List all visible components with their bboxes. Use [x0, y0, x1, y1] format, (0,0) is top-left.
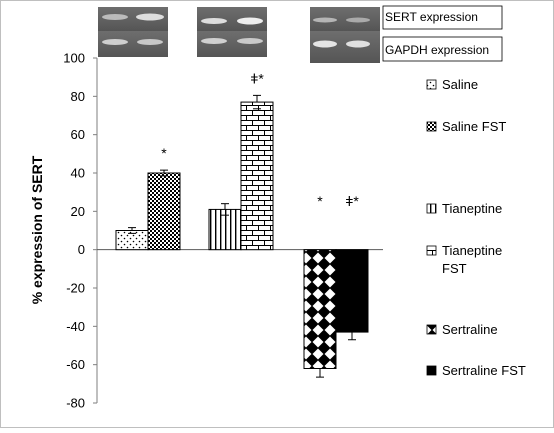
- y-tick-label: 100: [63, 51, 85, 66]
- legend-swatch: [426, 203, 437, 214]
- gel-label-box-top: [382, 5, 503, 30]
- bars-layer: * ǂ* * ǂ*: [115, 70, 369, 378]
- gel-labels: SERT expression GAPDH expression: [382, 5, 503, 62]
- bar-sertraline: [303, 249, 337, 370]
- y-tick-label: -80: [66, 396, 85, 411]
- y-tick-label: 60: [71, 127, 85, 142]
- legend-label: Saline FST: [442, 119, 506, 134]
- legend-swatch: [426, 365, 437, 376]
- y-tick-label: -20: [66, 281, 85, 296]
- y-tick-label: 20: [71, 204, 85, 219]
- legend-label: Tianeptine FST: [442, 243, 502, 276]
- legend-swatch: [426, 245, 437, 256]
- y-axis-label: % expression of SERT: [29, 155, 45, 304]
- legend-label: Saline: [442, 77, 478, 92]
- y-tick-label: -40: [66, 319, 85, 334]
- legend: Saline Saline FST Tianeptine Tianeptine FST S…: [426, 77, 526, 378]
- legend-label-line: Tianeptine: [442, 243, 502, 258]
- bar-saline-fst: [147, 172, 181, 251]
- gel-blot-saline: [98, 7, 168, 57]
- gel-label-sert: SERT expression: [385, 10, 478, 24]
- gel-blot-images: [98, 7, 380, 63]
- significance-marker: *: [161, 145, 167, 161]
- legend-label-line: FST: [442, 261, 467, 276]
- legend-label: Tianeptine: [442, 201, 502, 216]
- y-tick-label: 0: [78, 242, 85, 257]
- legend-label: Sertraline FST: [442, 363, 526, 378]
- bar-sertraline-fst: [335, 249, 369, 333]
- significance-marker: ǂ*: [250, 70, 264, 86]
- legend-swatch: [426, 121, 437, 132]
- y-tick-label: 80: [71, 89, 85, 104]
- gel-blot-tianeptine: [197, 7, 267, 57]
- legend-label: Sertraline: [442, 322, 498, 337]
- significance-marker: *: [317, 193, 323, 209]
- y-tick-label: 40: [71, 166, 85, 181]
- bar-tianeptine-fst: [240, 101, 274, 251]
- y-tick-label: -60: [66, 357, 85, 372]
- gel-blot-sertraline: [310, 7, 380, 63]
- legend-swatch: [426, 324, 437, 335]
- legend-swatch: [426, 79, 437, 90]
- gel-label-box-bottom: [382, 36, 503, 62]
- gel-label-gapdh: GAPDH expression: [385, 43, 489, 57]
- axis-layer: -80 -60 -40 -20 0 20 40 60 80 100: [63, 51, 383, 411]
- significance-marker: ǂ*: [345, 193, 359, 209]
